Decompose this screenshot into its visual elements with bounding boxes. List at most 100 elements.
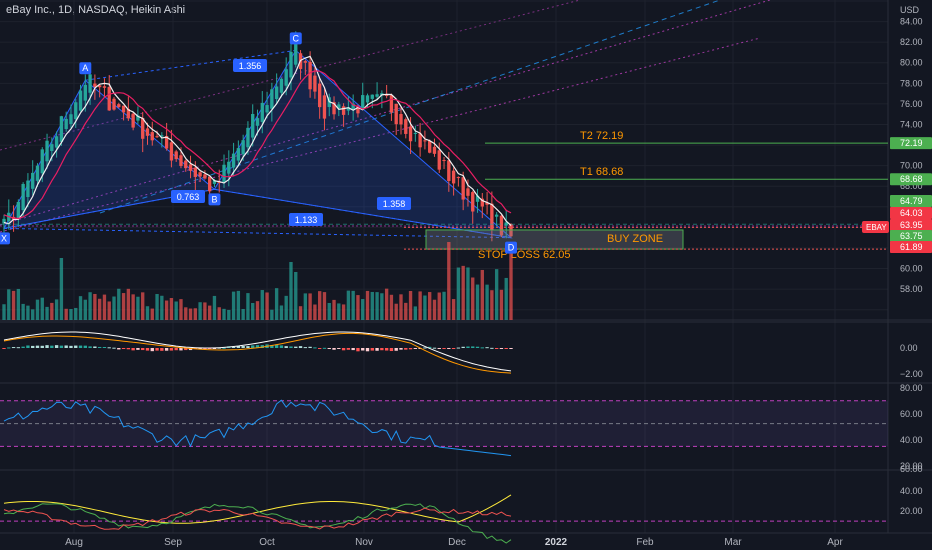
currency-label: USD	[900, 5, 920, 15]
price-tag-label: 63.95	[900, 220, 923, 230]
volume-bar	[59, 258, 64, 320]
price-tag-label: 63.75	[900, 231, 923, 241]
macd-histogram-bar	[408, 348, 413, 350]
macd-histogram-bar	[136, 348, 140, 350]
macd-histogram-bar	[93, 346, 97, 348]
volume-bar	[447, 242, 451, 320]
buy-zone	[425, 229, 684, 250]
macd-histogram-bar	[298, 346, 303, 348]
volume-bar	[203, 302, 207, 320]
candle	[40, 149, 44, 174]
macd-histogram-bar	[251, 345, 255, 348]
candle	[83, 84, 87, 101]
candle	[265, 105, 269, 113]
rsi-tick: 60.00	[900, 409, 923, 419]
macd-histogram-bar	[284, 346, 288, 348]
macd-histogram-bar	[16, 347, 21, 349]
macd-histogram-bar	[270, 345, 274, 348]
macd-histogram-bar	[485, 347, 489, 349]
volume-bar	[442, 291, 446, 320]
candle	[423, 140, 427, 142]
price-tick: 74.00	[900, 119, 923, 129]
pattern-bcd	[213, 49, 513, 239]
volume-bar	[370, 291, 374, 320]
macd-histogram-bar	[404, 348, 408, 350]
candle	[222, 164, 226, 183]
point-x-label: X	[1, 233, 7, 243]
target-levels: T2 72.19 T1 68.68 BUY ZONE STOP LOSS 62.05	[0, 130, 888, 261]
signal-line	[3, 332, 512, 374]
candle	[78, 90, 83, 111]
candle	[102, 86, 107, 88]
candle	[121, 105, 126, 113]
price-tag	[890, 195, 932, 207]
candle	[155, 136, 159, 138]
ma-slow	[3, 70, 512, 220]
macd-histogram-bar	[361, 348, 365, 351]
volume-bar	[227, 309, 231, 320]
plus-di-line	[3, 503, 512, 544]
volume-bar	[504, 277, 508, 320]
volume-bar	[475, 284, 480, 320]
macd-histogram-bar	[499, 348, 504, 349]
macd-histogram-bar	[413, 348, 418, 349]
candle	[64, 118, 68, 130]
stop-loss-label: STOP LOSS 62.05	[478, 249, 571, 261]
volume-bar	[494, 269, 499, 320]
ratio-label: 1.356	[239, 61, 262, 71]
candle	[394, 103, 398, 125]
candle	[2, 218, 6, 224]
price-tag-label: 68.68	[900, 174, 923, 184]
volume-bar	[45, 306, 49, 320]
macd-histogram-bar	[83, 345, 87, 348]
volume-bar	[40, 297, 44, 320]
candle	[97, 85, 102, 88]
volume-bar	[16, 288, 21, 320]
candle	[480, 198, 484, 207]
macd-histogram-bar	[294, 346, 298, 348]
ratio-label: 0.763	[177, 192, 200, 202]
candle	[351, 103, 355, 109]
macd-histogram-bar	[490, 347, 494, 349]
candle	[59, 116, 64, 142]
macd-histogram-bar	[260, 345, 264, 348]
volume-bar	[179, 299, 183, 320]
candle	[384, 94, 389, 96]
macd-histogram-bar	[327, 348, 331, 349]
candle	[160, 135, 164, 137]
target-label: T2 72.19	[580, 130, 623, 142]
volume-bar	[164, 300, 169, 320]
macd-histogram-bar	[35, 345, 40, 348]
time-tick: Feb	[636, 537, 654, 548]
candle	[16, 201, 21, 219]
macd-tick: 0.00	[900, 343, 918, 353]
price-tag	[890, 230, 932, 242]
candle	[131, 113, 135, 128]
macd-histogram-bar	[255, 345, 260, 348]
candle	[169, 142, 174, 161]
macd-histogram-bar	[442, 348, 446, 349]
candle	[399, 114, 403, 125]
candle	[164, 135, 169, 149]
macd-histogram-bar	[164, 348, 169, 351]
volume-bar	[471, 277, 475, 320]
volume-bar	[399, 294, 403, 320]
volume-bar	[2, 304, 6, 320]
macd-histogram-bar	[289, 346, 293, 348]
volume-bar	[246, 293, 250, 320]
volume-bar	[83, 299, 87, 320]
macd-tick: −2.00	[900, 369, 923, 379]
candle	[212, 180, 217, 184]
volume-bar	[207, 305, 212, 320]
candle	[246, 127, 250, 148]
macd-histogram-bar	[351, 348, 355, 351]
macd-histogram-bar	[509, 348, 513, 349]
candle	[21, 183, 25, 211]
candle	[35, 165, 40, 181]
volume-bar	[365, 290, 370, 320]
macd-histogram-bar	[78, 345, 83, 348]
price-tick: 68.00	[900, 181, 923, 191]
volume-bar	[93, 293, 97, 320]
candle	[50, 144, 54, 152]
